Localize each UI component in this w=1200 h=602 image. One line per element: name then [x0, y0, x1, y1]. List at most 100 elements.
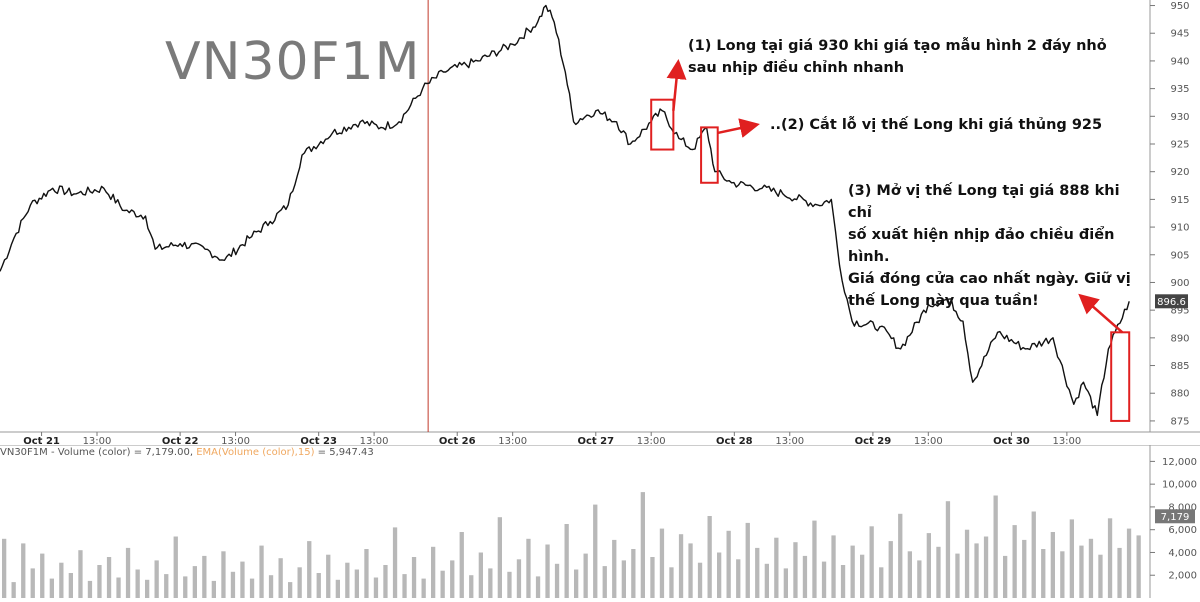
volume-bar [2, 538, 7, 598]
volume-bar [354, 569, 359, 598]
price-x-tick-label: 13:00 [360, 436, 389, 445]
volume-bar [793, 542, 798, 598]
volume-bar [697, 562, 703, 598]
volume-bar [1098, 554, 1103, 598]
volume-bar [11, 582, 16, 598]
volume-bar [545, 544, 550, 598]
volume-bar [173, 536, 178, 598]
volume-bar [1012, 525, 1017, 598]
volume-y-tick-label: 4,000 [1168, 548, 1197, 559]
volume-bar [431, 546, 436, 598]
volume-bar [411, 557, 417, 598]
volume-bar [812, 520, 817, 598]
last-price-tag [1155, 294, 1188, 309]
price-y-tick-label: 875 [1170, 416, 1189, 427]
annotation-2: ..(2) Cắt lỗ vị thế Long khi giá thủng 9… [770, 117, 1103, 133]
volume-bar [650, 557, 655, 598]
volume-bar [125, 547, 131, 598]
volume-bar [688, 543, 693, 598]
volume-bar [1050, 532, 1055, 598]
volume-y-tick-label: 6,000 [1168, 525, 1197, 536]
volume-bar [164, 574, 169, 598]
volume-bar [221, 551, 226, 598]
volume-bar [659, 528, 665, 598]
volume-bar [1107, 518, 1113, 598]
volume-current-label: 7,179 [1161, 512, 1190, 523]
volume-bar [955, 553, 960, 598]
volume-bar [707, 516, 712, 598]
volume-bar [1031, 511, 1036, 598]
volume-bar [802, 555, 808, 598]
volume-bar [669, 567, 674, 598]
volume-bar [135, 569, 140, 598]
volume-bar [574, 569, 579, 598]
price-y-tick-label: 880 [1170, 389, 1189, 400]
annotation-1: (1) Long tại giá 930 khi giá tạo mẫu hìn… [688, 35, 1118, 79]
price-y-tick-label: 895 [1170, 306, 1189, 317]
price-y-tick-label: 925 [1170, 140, 1189, 151]
volume-bar [583, 553, 588, 598]
volume-bar [240, 561, 245, 598]
volume-bar [1003, 555, 1008, 598]
volume-bar [821, 561, 827, 598]
volume-bar [1041, 549, 1046, 598]
volume-bar [535, 576, 541, 598]
volume-bar [1060, 551, 1065, 598]
volume-bar [87, 580, 93, 598]
volume-bar [983, 536, 989, 598]
price-x-tick-label: Oct 29 [855, 436, 892, 445]
volume-bar [612, 539, 617, 598]
volume-bar [230, 571, 236, 598]
volume-bar [268, 575, 274, 598]
chart-watermark-title: VN30F1M [165, 32, 421, 92]
volume-bar [917, 560, 922, 598]
volume-bar [898, 513, 903, 598]
annotation-3-line-3: hình. [848, 249, 890, 265]
volume-bar [497, 517, 502, 598]
volume-current-tag [1155, 509, 1195, 524]
price-x-tick-label: Oct 21 [23, 436, 60, 445]
volume-legend-prefix: VN30F1M - Volume (color) = 7,179.00, [0, 447, 193, 458]
price-x-tick-label: Oct 23 [300, 436, 337, 445]
volume-bar [307, 541, 312, 598]
volume-y-tick-label: 12,000 [1162, 457, 1197, 468]
volume-bar [183, 576, 188, 598]
volume-bar [106, 557, 112, 598]
arrow-1 [666, 59, 687, 111]
volume-bar [993, 495, 998, 598]
annotation-1-line-2: sau nhịp điều chỉnh nhanh [688, 60, 905, 76]
price-x-tick-label: 13:00 [221, 436, 250, 445]
volume-bar [1117, 547, 1122, 598]
volume-bar [59, 562, 64, 598]
price-line [0, 4, 1130, 417]
volume-bar [145, 579, 150, 598]
volume-bar [678, 534, 684, 598]
price-x-tick-label: Oct 30 [993, 436, 1030, 445]
price-y-tick-label: 950 [1170, 1, 1189, 12]
volume-bar [516, 559, 522, 598]
price-x-tick-label: Oct 28 [716, 436, 753, 445]
volume-bar [259, 545, 264, 598]
volume-bar [764, 563, 769, 598]
volume-bar [507, 571, 512, 598]
volume-bar [926, 533, 931, 598]
volume-bar [631, 549, 636, 598]
annotation-3-line-2: số xuất hiện nhịp đảo chiều điển [848, 227, 1115, 243]
volume-bar [554, 563, 560, 598]
volume-bar [755, 547, 760, 598]
volume-bar [402, 574, 407, 598]
volume-bar [726, 530, 731, 598]
price-y-tick-label: 920 [1170, 167, 1189, 178]
price-x-tick-label: Oct 27 [577, 436, 614, 445]
volume-bar [936, 546, 941, 598]
price-x-tick-label: 13:00 [498, 436, 527, 445]
volume-bar [421, 578, 426, 598]
price-y-tick-label: 890 [1170, 333, 1189, 344]
volume-bar [373, 577, 379, 598]
volume-bar [116, 577, 121, 598]
volume-bar [202, 555, 207, 598]
volume-bar [907, 551, 912, 598]
price-y-tick-label: 940 [1170, 56, 1189, 67]
volume-legend-ema: EMA(Volume (color),15) [196, 447, 315, 458]
